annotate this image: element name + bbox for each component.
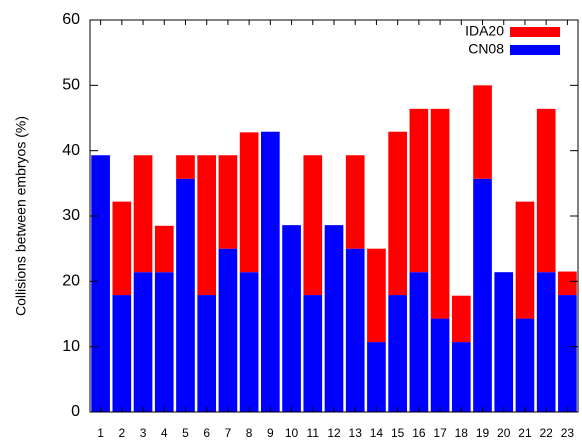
bar-segment [303, 295, 323, 412]
x-tick-label: 11 [307, 426, 320, 440]
y-tick-label: 10 [62, 338, 80, 355]
bar-segment [409, 272, 429, 412]
bar-segment [112, 201, 132, 296]
bar-segment [515, 318, 535, 412]
bar-segment [112, 295, 132, 412]
x-tick-label: 16 [412, 426, 426, 440]
bar-segment [345, 155, 365, 249]
bar-segment [430, 108, 450, 319]
x-tick-label: 13 [349, 426, 363, 440]
bar-segment [515, 201, 535, 319]
y-tick-label: 30 [62, 207, 80, 224]
bar-segment [91, 155, 110, 413]
bar-segment [261, 131, 280, 412]
bar-segment [558, 271, 577, 296]
bar-segment [133, 272, 153, 412]
legend-swatch [510, 45, 560, 55]
bar-segment [367, 342, 386, 412]
bar-segment [324, 225, 344, 412]
bar-segment [494, 272, 514, 412]
bar-segment [388, 295, 407, 412]
legend-label: CN08 [468, 41, 504, 57]
bar-segment [133, 155, 153, 273]
x-tick-label: 15 [391, 426, 405, 440]
bar-segment [154, 225, 174, 273]
x-tick-label: 19 [476, 426, 490, 440]
x-tick-label: 14 [370, 426, 384, 440]
bar-segment [303, 155, 323, 296]
bar-segment [239, 272, 259, 412]
bar-segment [239, 132, 259, 273]
x-tick-label: 3 [140, 426, 147, 440]
x-tick-label: 18 [455, 426, 469, 440]
x-tick-label: 17 [433, 426, 447, 440]
y-axis-label: Collisions between embryos (%) [13, 116, 29, 316]
x-tick-label: 5 [182, 426, 189, 440]
bar-segment [409, 108, 429, 273]
x-tick-label: 4 [161, 426, 168, 440]
bar-segment [197, 295, 217, 412]
x-tick-label: 8 [246, 426, 253, 440]
x-tick-label: 7 [225, 426, 232, 440]
bar-segment [451, 342, 471, 412]
legend-label: IDA20 [465, 23, 504, 39]
bar-segment [345, 248, 365, 412]
x-tick-label: 23 [561, 426, 575, 440]
bar-segment [218, 155, 238, 249]
bar-segment [430, 318, 450, 412]
y-tick-label: 40 [62, 142, 80, 159]
bar-segment [558, 295, 577, 412]
bar-segment [536, 108, 556, 273]
x-tick-label: 6 [203, 426, 210, 440]
x-tick-label: 20 [497, 426, 511, 440]
x-tick-label: 12 [327, 426, 341, 440]
y-tick-label: 20 [62, 273, 80, 290]
legend-swatch [510, 27, 560, 37]
bar-segment [367, 248, 386, 343]
bar-segment [536, 272, 556, 412]
x-tick-label: 21 [518, 426, 532, 440]
bar-segment [473, 178, 492, 412]
bar-segment [218, 248, 238, 412]
x-tick-label: 2 [118, 426, 125, 440]
x-tick-label: 1 [97, 426, 104, 440]
bar-segment [388, 131, 407, 296]
bar-segment [451, 295, 471, 343]
bar-segment [473, 85, 492, 179]
x-tick-label: 10 [285, 426, 299, 440]
y-tick-label: 60 [62, 11, 80, 28]
bar-segment [154, 272, 174, 412]
bar-segment [176, 178, 195, 412]
bar-segment [282, 225, 301, 412]
y-tick-label: 0 [71, 403, 80, 420]
x-tick-label: 9 [267, 426, 274, 440]
bar-segment [176, 155, 195, 179]
x-tick-label: 22 [539, 426, 553, 440]
bar-segment [197, 155, 217, 296]
y-tick-label: 50 [62, 77, 80, 94]
